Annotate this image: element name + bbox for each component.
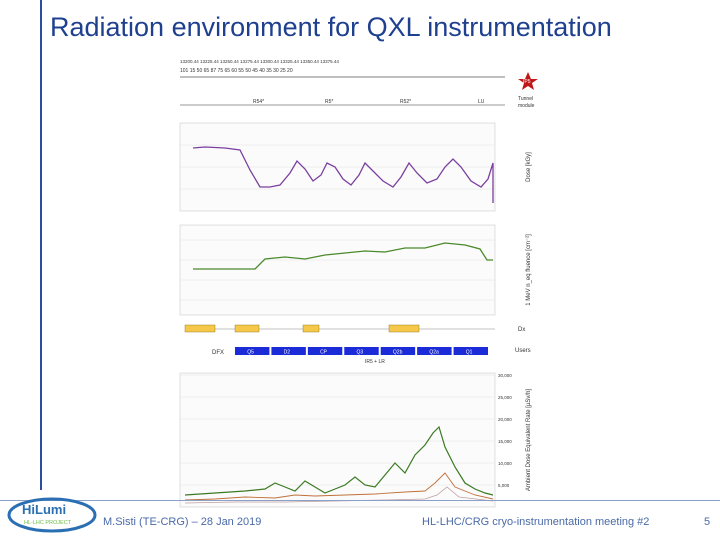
tunnel-note: module <box>518 103 535 109</box>
dose-curve <box>192 146 494 203</box>
tunnel-label: R54* <box>253 99 264 105</box>
users-bar: Q5 D2 CP Q3 Q2b Q2a Q1 <box>235 347 488 356</box>
top-axis-ticks: 13200.44 13225.44 13250.44 13275.44 1330… <box>180 59 339 64</box>
bar-segment <box>307 347 343 355</box>
bar-segment-label: Q2b <box>393 350 403 356</box>
ambient-panel: 30,000 25,000 20,000 15,000 10,000 5,000 Ambi… <box>179 372 532 508</box>
svg-text:HiLumi: HiLumi <box>22 502 66 517</box>
svg-text:HL-LHC PROJECT: HL-LHC PROJECT <box>24 520 72 526</box>
footer-meeting: HL-LHC/CRG cryo-instrumentation meeting … <box>422 516 650 528</box>
magnet-layout: Dx DFX Q5 D2 CP Q3 Q2b Q2a Q1 IR5 + LR Users <box>184 324 531 365</box>
bar-segment-label: D2 <box>284 350 291 356</box>
ambient-curve-2 <box>184 472 494 501</box>
page-number: 5 <box>704 516 711 528</box>
ambient-axis-label: Ambient Dose Equivalent Rate [µSv/h] <box>526 389 532 492</box>
ambient-tick: 20,000 <box>498 417 512 422</box>
bar-segment <box>453 347 488 355</box>
tunnel-label: R5* <box>325 99 333 105</box>
dose-panel: Dose [kGy] <box>179 122 532 212</box>
tunnel-note: Tunnel <box>518 96 533 102</box>
fluence-axis-label: 1 MeV n_eq fluence [cm⁻²] <box>526 234 532 306</box>
tunnel-label: R52* <box>400 99 411 105</box>
tunnel-label: LU <box>478 99 485 105</box>
users-label: Users <box>515 348 531 354</box>
footer-author: M.Sisti (TE-CRG) – 28 Jan 2019 <box>103 516 262 528</box>
hilumi-logo: HiLumi HL-LHC PROJECT <box>7 497 97 533</box>
ambient-tick: 30,000 <box>498 373 512 378</box>
bar-segment-label: CP <box>320 350 328 356</box>
ambient-tick: 5,000 <box>498 483 510 488</box>
ambient-ticks: 30,000 25,000 20,000 15,000 10,000 5,000 <box>498 373 512 488</box>
fluence-curve <box>193 242 493 270</box>
radiation-figure: 13200.44 13225.44 13250.44 13275.44 1330… <box>179 59 538 508</box>
ip-star-icon <box>518 72 538 90</box>
bar-segment <box>380 347 416 355</box>
ip-label: IP5 <box>523 79 531 85</box>
fluence-panel: 1 MeV n_eq fluence [cm⁻²] <box>179 224 532 316</box>
title-accent-line <box>40 0 42 490</box>
ambient-curve-3 <box>184 486 494 504</box>
ambient-tick: 15,000 <box>498 439 512 444</box>
slide-title: Radiation environment for QXL instrument… <box>50 12 612 42</box>
ambient-tick: 10,000 <box>498 461 512 466</box>
bar-segment-label: Q5 <box>247 350 254 356</box>
bar-segment-label: Q2a <box>429 350 439 356</box>
footer-divider <box>0 500 720 501</box>
ambient-curve-main <box>184 425 494 496</box>
bar-segment-label: Q3 <box>357 350 364 356</box>
bar-segment-label: Q1 <box>466 350 473 356</box>
bar-segment <box>417 347 452 355</box>
top-axis: 13200.44 13225.44 13250.44 13275.44 1330… <box>180 59 538 109</box>
magnet-label: Dx <box>518 327 525 333</box>
bar-segment <box>235 347 270 355</box>
ir5-label: IR5 + LR <box>365 359 385 365</box>
bar-segment <box>344 347 379 355</box>
bar-segment <box>271 347 306 355</box>
dfx-label: DFX <box>212 350 224 356</box>
top-axis-labels: 101 15 50 65 87 75 65 60 55 50 45 40 35 … <box>180 68 293 74</box>
ambient-tick: 25,000 <box>498 395 512 400</box>
dose-axis-label: Dose [kGy] <box>526 152 532 182</box>
